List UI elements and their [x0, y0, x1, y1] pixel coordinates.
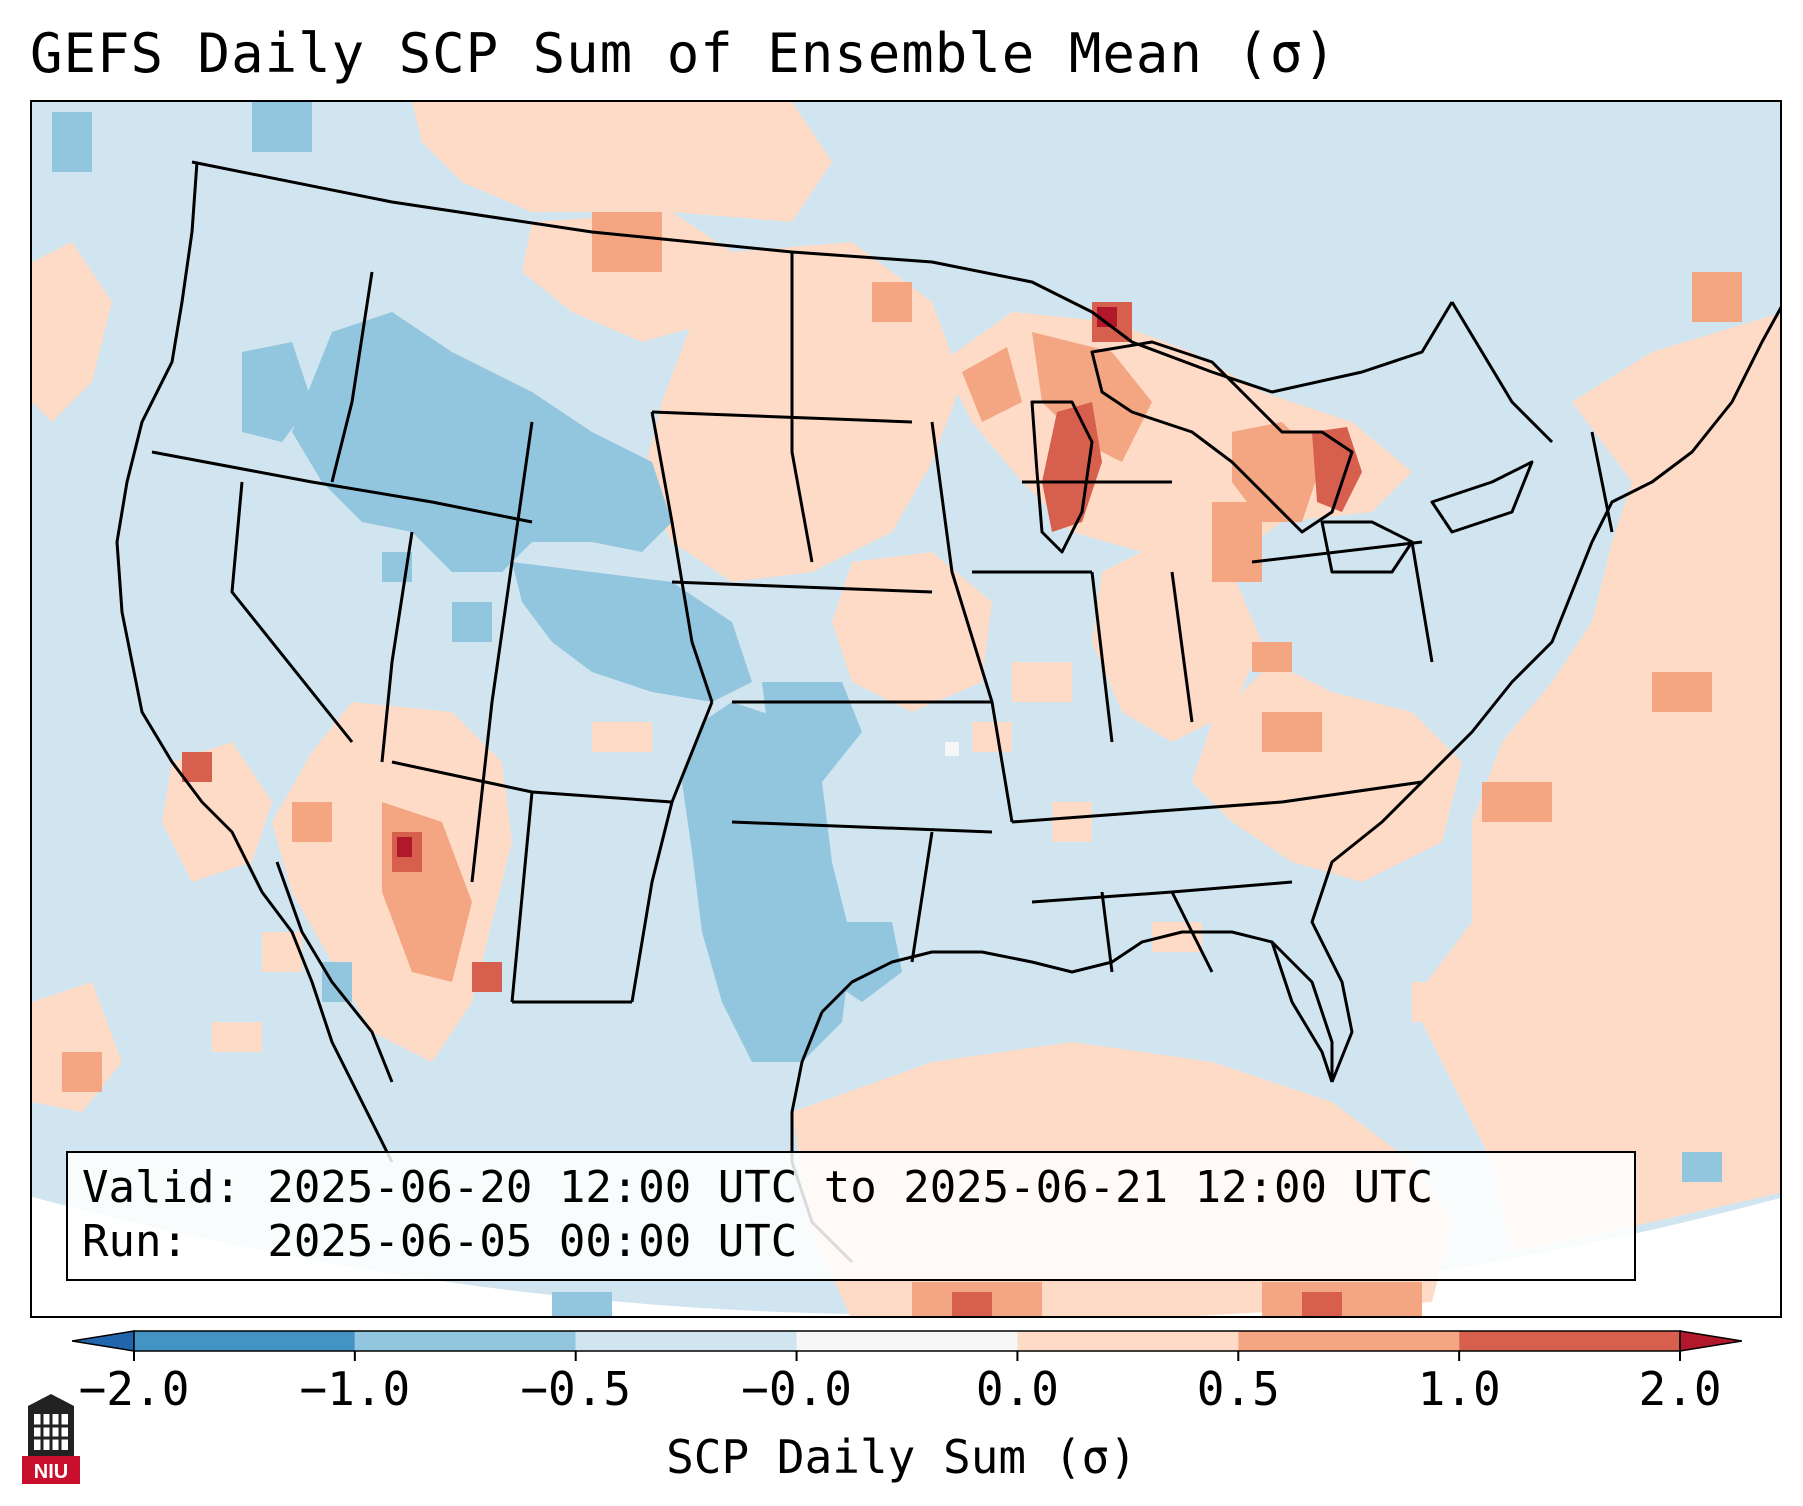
logo-text: NIU	[34, 1461, 68, 1483]
boundaries	[115, 160, 1780, 1264]
colorbar	[72, 1330, 1742, 1361]
colorbar-tick-label: 1.0	[1417, 1362, 1501, 1416]
colorbar-outline	[133, 1330, 1681, 1352]
colorbar-tick-label: −0.5	[520, 1362, 632, 1416]
colorbar-tick-label: 2.0	[1638, 1362, 1722, 1416]
colorbar-bin	[1238, 1331, 1460, 1351]
colorbar-tick-label: 0.0	[975, 1362, 1059, 1416]
map-panel	[30, 100, 1782, 1318]
colorbar-tick-label: −1.0	[299, 1362, 411, 1416]
valid-time: Valid: 2025-06-20 12:00 UTC to 2025-06-2…	[82, 1162, 1434, 1213]
colorbar-bin	[1017, 1331, 1239, 1351]
colorbar-label: SCP Daily Sum (σ)	[666, 1430, 1137, 1484]
extreme-positive-regions	[397, 307, 1117, 857]
colorbar-bin	[1459, 1331, 1680, 1351]
neutral-cell	[945, 742, 959, 756]
colorbar-over-arrow	[1679, 1330, 1742, 1352]
colorbar-tick-label: −0.0	[741, 1362, 852, 1416]
colorbar-segments	[72, 1330, 1742, 1361]
moderate-negative-regions	[52, 102, 1722, 1316]
colorbar-tick-label: −2.0	[78, 1362, 190, 1416]
colorbar-under-arrow	[72, 1330, 135, 1352]
colorbar-tick-label: 0.5	[1196, 1362, 1280, 1416]
colorbar-bin	[134, 1331, 355, 1351]
niu-logo-icon: NIU	[22, 1394, 80, 1484]
run-time: Run: 2025-06-05 00:00 UTC	[82, 1216, 798, 1267]
valid-info-box: Valid: 2025-06-20 12:00 UTC to 2025-06-2…	[66, 1151, 1636, 1281]
colorbar-bin	[796, 1331, 1018, 1351]
map-canvas	[32, 102, 1780, 1316]
colorbar-bin	[575, 1331, 797, 1351]
colorbar-bin	[354, 1331, 576, 1351]
chart-title: GEFS Daily SCP Sum of Ensemble Mean (σ)	[30, 22, 1337, 85]
